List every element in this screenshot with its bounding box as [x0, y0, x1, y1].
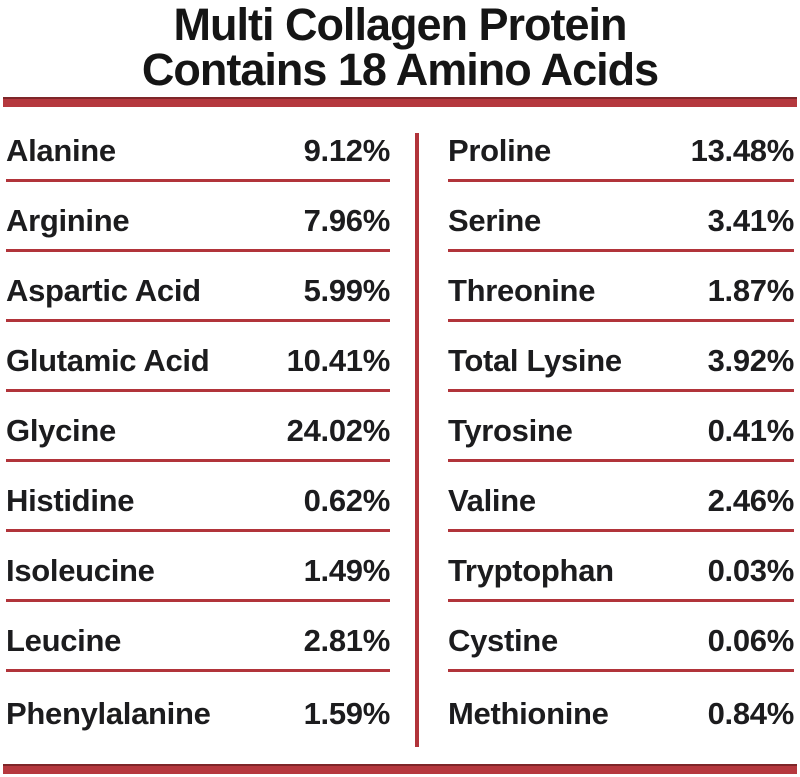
title-line-1: Multi Collagen Protein: [173, 0, 627, 50]
amino-acid-value: 5.99%: [303, 273, 391, 308]
amino-acid-name: Valine: [448, 483, 536, 518]
table-row: Tryptophan 0.03%: [448, 532, 794, 602]
amino-acid-value: 24.02%: [286, 413, 391, 448]
amino-acid-name: Methionine: [448, 696, 609, 731]
amino-acid-name: Histidine: [6, 483, 135, 518]
table-row: Phenylalanine 1.59%: [6, 672, 390, 742]
table-row: Arginine 7.96%: [6, 182, 390, 252]
amino-acid-name: Tyrosine: [448, 413, 573, 448]
amino-acid-value: 1.59%: [303, 696, 391, 731]
amino-acid-name: Total Lysine: [448, 343, 622, 378]
amino-acid-value: 7.96%: [303, 203, 391, 238]
table-row: Cystine 0.06%: [448, 602, 794, 672]
table-row: Histidine 0.62%: [6, 462, 390, 532]
title-line-2: Contains 18 Amino Acids: [141, 44, 659, 95]
table-row: Valine 2.46%: [448, 462, 794, 532]
amino-acid-value: 0.62%: [303, 483, 391, 518]
amino-acid-name: Isoleucine: [6, 553, 155, 588]
table-row: Isoleucine 1.49%: [6, 532, 390, 602]
amino-acid-value: 0.41%: [707, 413, 795, 448]
amino-acid-value: 10.41%: [286, 343, 391, 378]
table-row: Glutamic Acid 10.41%: [6, 322, 390, 392]
amino-acid-name: Tryptophan: [448, 553, 614, 588]
amino-acid-value: 1.49%: [303, 553, 391, 588]
table-row: Leucine 2.81%: [6, 602, 390, 672]
table-row: Tyrosine 0.41%: [448, 392, 794, 462]
amino-acid-value: 0.84%: [707, 696, 795, 731]
amino-acid-name: Proline: [448, 133, 551, 168]
table-row: Threonine 1.87%: [448, 252, 794, 322]
top-rule: [3, 97, 797, 107]
amino-acid-name: Phenylalanine: [6, 696, 211, 731]
page-title: Multi Collagen Protein Contains 18 Amino…: [0, 2, 800, 92]
amino-acid-column-left: Alanine 9.12% Arginine 7.96% Aspartic Ac…: [6, 112, 390, 742]
amino-acid-name: Aspartic Acid: [6, 273, 201, 308]
amino-acid-value: 3.41%: [707, 203, 795, 238]
amino-acid-name: Glutamic Acid: [6, 343, 210, 378]
table-row: Alanine 9.12%: [6, 112, 390, 182]
amino-acid-name: Cystine: [448, 623, 558, 658]
table-row: Methionine 0.84%: [448, 672, 794, 742]
table-row: Proline 13.48%: [448, 112, 794, 182]
amino-acid-value: 9.12%: [303, 133, 391, 168]
amino-acid-name: Alanine: [6, 133, 116, 168]
amino-acid-value: 3.92%: [707, 343, 795, 378]
amino-acid-value: 13.48%: [690, 133, 795, 168]
table-row: Total Lysine 3.92%: [448, 322, 794, 392]
table-row: Aspartic Acid 5.99%: [6, 252, 390, 322]
amino-acid-name: Arginine: [6, 203, 130, 238]
amino-acid-value: 0.06%: [707, 623, 795, 658]
bottom-rule: [3, 764, 797, 774]
amino-acid-name: Serine: [448, 203, 541, 238]
amino-acid-value: 1.87%: [707, 273, 795, 308]
amino-acid-value: 0.03%: [707, 553, 795, 588]
amino-acid-name: Glycine: [6, 413, 116, 448]
table-row: Serine 3.41%: [448, 182, 794, 252]
amino-acid-name: Threonine: [448, 273, 596, 308]
amino-acid-value: 2.46%: [707, 483, 795, 518]
column-divider-rule: [415, 133, 419, 747]
table-row: Glycine 24.02%: [6, 392, 390, 462]
amino-acid-name: Leucine: [6, 623, 122, 658]
amino-acid-column-right: Proline 13.48% Serine 3.41% Threonine 1.…: [448, 112, 794, 742]
amino-acid-value: 2.81%: [303, 623, 391, 658]
